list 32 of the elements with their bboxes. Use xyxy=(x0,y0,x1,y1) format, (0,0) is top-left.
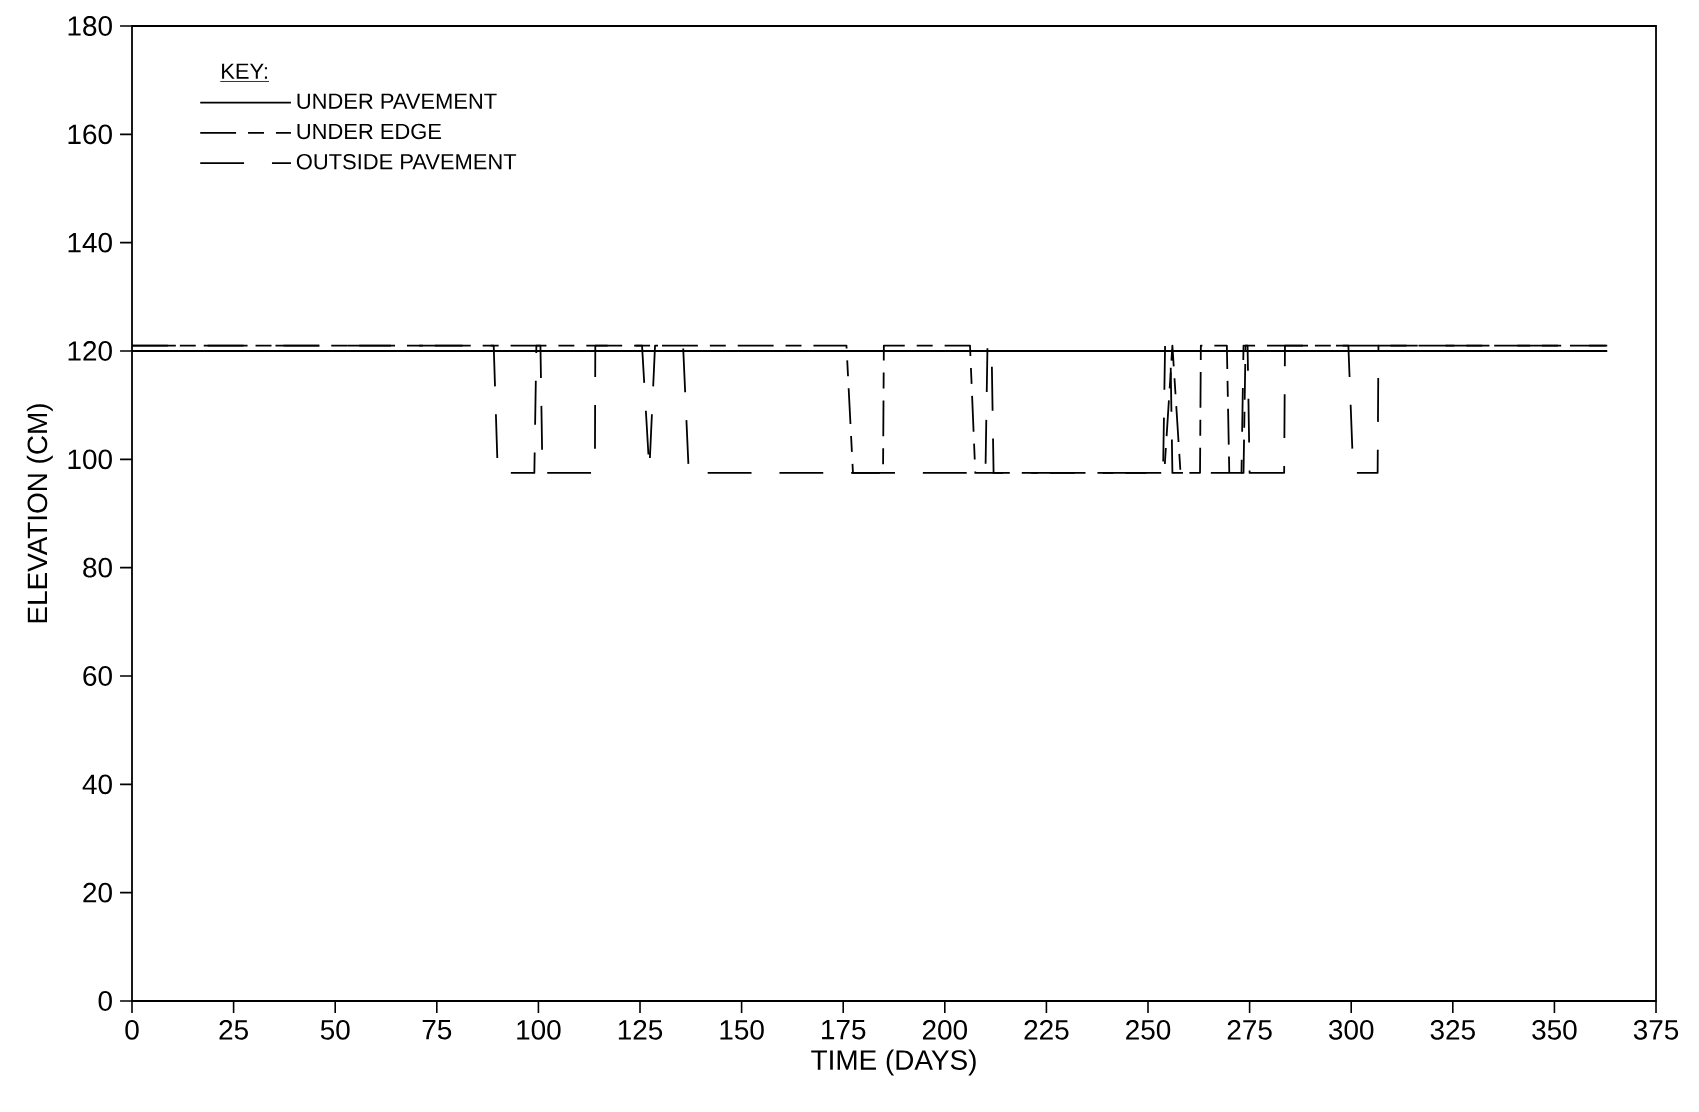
y-tick-label: 40 xyxy=(82,774,112,795)
x-tick-label: 300 xyxy=(1329,1019,1374,1040)
y-axis-title: ELEVATION (CM) xyxy=(26,404,53,623)
y-tick-label: 100 xyxy=(68,449,112,470)
y-tick-label: 180 xyxy=(68,16,112,36)
y-tick-label: 0 xyxy=(98,991,112,1011)
x-axis-title: TIME (DAYS) xyxy=(811,1049,976,1076)
y-tick-label: 60 xyxy=(83,666,112,686)
y-tick-label: 140 xyxy=(68,232,112,253)
x-tick-label: 175 xyxy=(822,1020,866,1040)
x-tick-label: 0 xyxy=(125,1019,139,1040)
y-tick-label: 80 xyxy=(83,557,112,578)
y-tick-label: 160 xyxy=(68,124,112,145)
x-tick-label: 350 xyxy=(1532,1019,1577,1040)
x-tick-label: 200 xyxy=(922,1019,967,1040)
x-tick-label: 75 xyxy=(422,1020,452,1040)
legend-label: UNDER EDGE xyxy=(297,123,441,140)
x-tick-label: 50 xyxy=(320,1019,350,1040)
x-tick-label: 25 xyxy=(219,1019,248,1040)
legend-title: KEY: xyxy=(222,63,268,79)
x-tick-label: 325 xyxy=(1430,1019,1475,1040)
y-tick-label: 20 xyxy=(83,882,112,903)
x-tick-label: 150 xyxy=(720,1019,764,1040)
x-tick-label: 225 xyxy=(1024,1019,1069,1040)
x-tick-label: 375 xyxy=(1633,1019,1679,1040)
x-tick-label: 125 xyxy=(618,1019,663,1040)
legend-label: OUTSIDE PAVEMENT xyxy=(296,153,517,170)
y-tick-label: 120 xyxy=(68,341,112,361)
legend-label: UNDER PAVEMENT xyxy=(297,93,497,109)
x-tick-label: 250 xyxy=(1126,1019,1171,1040)
x-tick-label: 275 xyxy=(1227,1019,1272,1040)
x-tick-label: 100 xyxy=(517,1019,561,1040)
